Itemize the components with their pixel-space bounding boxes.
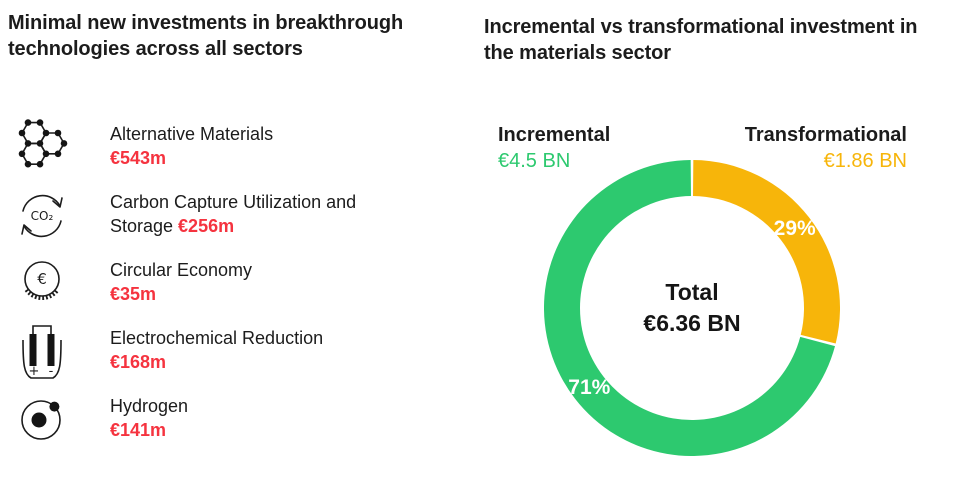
left-panel-title: Minimal new investments in breakthrough … [8,12,404,60]
list-item-circular-economy: € Circular Economy €35m [8,254,470,316]
item-label: Carbon Capture Utilization and [110,192,357,212]
right-panel-title: Incremental vs transformational investme… [484,16,918,64]
legend-incremental-amount: €4.5 BN [498,150,571,172]
list-item-alternative-materials: Alternative Materials €543m [8,118,470,180]
list-item-hydrogen: Hydrogen €141m [8,390,470,452]
item-label: Circular Economy [110,260,253,280]
technology-list: Alternative Materials €543m CO₂ Carbon [8,118,470,452]
legend-transformational: Transformational €1.86 BN [745,122,907,174]
donut-percent-label-transformational: 29% [774,217,816,240]
legend-transformational-amount: €1.86 BN [823,150,907,172]
donut-percent-label-incremental: 71% [568,376,610,399]
donut-chart: 29% 71% [544,160,840,456]
euro-icon-text: € [37,270,47,288]
item-label-cont: Storage [110,216,179,236]
legend-transformational-name: Transformational [744,124,907,146]
co2-cycle-icon: CO₂ [8,186,110,248]
electrolysis-icon: + - [8,322,110,384]
list-item-electrochemical-reduction: + - Electrochemical Reduction €168m [8,322,470,384]
plus-sign: + [29,364,40,379]
list-item-carbon-capture: CO₂ Carbon Capture Utilization and Stora… [8,186,470,248]
co2-icon-text: CO₂ [31,209,54,223]
item-label: Electrochemical Reduction [110,328,324,348]
minus-sign: - [49,364,54,379]
item-label: Hydrogen [110,396,189,416]
legend-incremental: Incremental €4.5 BN [498,122,610,174]
euro-coin-icon: € [8,254,110,316]
legend-incremental-name: Incremental [498,124,611,146]
left-panel: Minimal new investments in breakthrough … [8,10,470,458]
molecule-icon [8,118,110,180]
donut-chart-svg: 29% 71% [544,160,840,456]
atom-icon [8,390,110,452]
donut-segment-transformational [693,160,840,344]
item-value: €168m [110,352,167,372]
item-value: €543m [110,148,167,168]
item-value: €256m [178,216,235,236]
item-value: €35m [110,284,157,304]
item-value: €141m [110,420,167,440]
item-label: Alternative Materials [110,124,274,144]
right-panel: Incremental vs transformational investme… [484,0,964,480]
